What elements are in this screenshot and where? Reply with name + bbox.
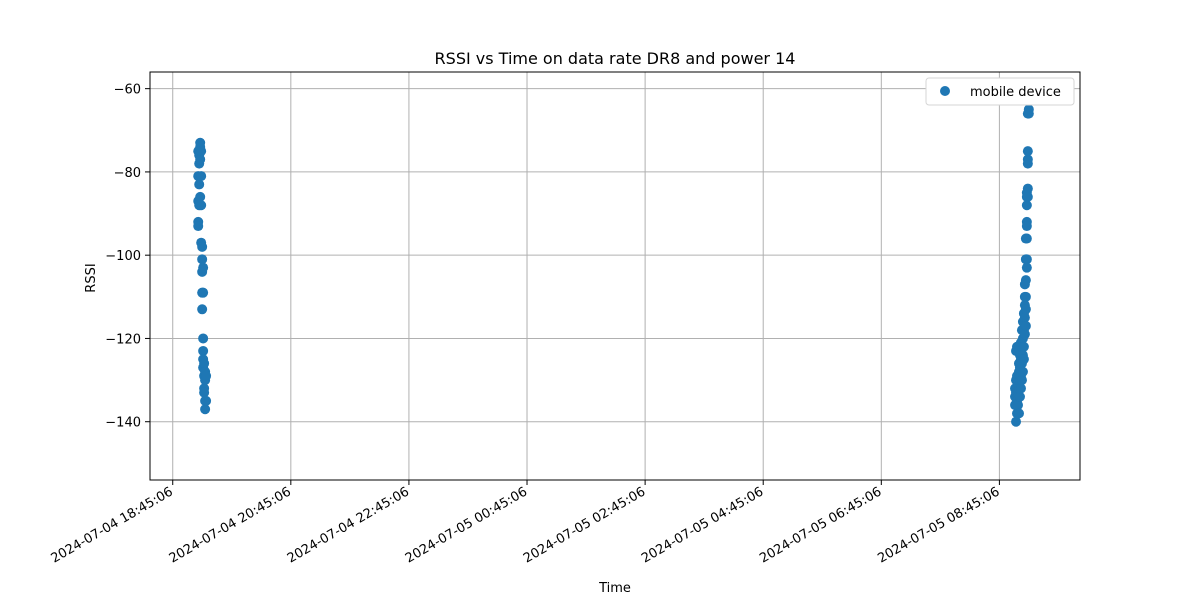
grid-lines xyxy=(150,72,1080,480)
y-tick-label: −80 xyxy=(114,166,141,181)
data-point xyxy=(1013,408,1024,419)
y-tick-label: −140 xyxy=(105,416,141,431)
legend-box xyxy=(925,77,1075,106)
data-point xyxy=(197,241,208,252)
data-point xyxy=(1019,312,1030,323)
data-point xyxy=(1018,354,1029,365)
data-point xyxy=(1017,366,1028,377)
data-point xyxy=(195,137,206,148)
data-point xyxy=(193,221,204,232)
data-point xyxy=(199,358,210,369)
data-point xyxy=(201,370,212,381)
y-tick-label: −60 xyxy=(114,83,141,98)
data-point xyxy=(1018,341,1029,352)
data-point xyxy=(195,191,206,202)
x-tick-label: 2024-07-05 06:45:06 xyxy=(757,484,884,566)
y-axis-ticks: −60 −80 −100 −120 −140 xyxy=(105,83,150,431)
x-tick-label: 2024-07-04 18:45:06 xyxy=(49,484,176,566)
data-point xyxy=(196,200,207,211)
data-point xyxy=(199,387,210,398)
data-point xyxy=(196,146,207,157)
data-point xyxy=(1020,320,1031,331)
data-point xyxy=(1021,200,1032,211)
y-tick-label: −120 xyxy=(105,332,141,347)
data-point xyxy=(1022,146,1033,157)
data-point xyxy=(197,254,208,265)
y-tick-label: −100 xyxy=(105,249,141,264)
data-point xyxy=(1011,416,1022,427)
data-point xyxy=(198,287,209,298)
data-point xyxy=(1021,254,1032,265)
data-point xyxy=(1019,329,1030,340)
y-axis-label: RSSI xyxy=(84,263,99,292)
data-point xyxy=(1020,304,1031,315)
plot-area-frame xyxy=(149,71,1081,481)
data-point xyxy=(196,171,207,182)
data-point xyxy=(1022,183,1033,194)
data-point xyxy=(1023,108,1034,119)
data-point xyxy=(1021,262,1032,273)
data-point xyxy=(194,179,205,190)
x-tick-label: 2024-07-04 22:45:06 xyxy=(285,484,412,566)
data-point xyxy=(1013,400,1023,411)
data-point xyxy=(1021,233,1032,244)
data-point xyxy=(195,154,206,165)
x-tick-label: 2024-07-05 04:45:06 xyxy=(639,484,766,566)
x-tick-label: 2024-07-05 02:45:06 xyxy=(521,484,648,566)
x-tick-label: 2024-07-05 00:45:06 xyxy=(403,484,530,566)
data-point xyxy=(198,345,209,356)
data-point xyxy=(198,333,209,344)
legend-marker xyxy=(940,86,950,96)
data-point xyxy=(1022,191,1033,202)
data-point xyxy=(1015,383,1026,394)
data-point xyxy=(1020,291,1031,302)
data-point xyxy=(1022,154,1033,165)
data-point xyxy=(1016,375,1027,386)
chart-title: RSSI vs Time on data rate DR8 and power … xyxy=(435,49,796,68)
data-point xyxy=(1014,391,1025,402)
data-point xyxy=(198,262,209,273)
legend: mobile device xyxy=(925,77,1075,106)
legend-label: mobile device xyxy=(970,85,1061,100)
data-point xyxy=(200,404,211,415)
data-point xyxy=(201,395,212,406)
data-point xyxy=(1020,275,1031,286)
data-point xyxy=(197,304,208,315)
data-point xyxy=(1021,221,1032,232)
data-points xyxy=(193,104,1034,427)
x-tick-label: 2024-07-05 08:45:06 xyxy=(875,484,1002,566)
x-axis-label: Time xyxy=(598,581,631,596)
x-tick-label: 2024-07-04 20:45:06 xyxy=(167,484,294,566)
